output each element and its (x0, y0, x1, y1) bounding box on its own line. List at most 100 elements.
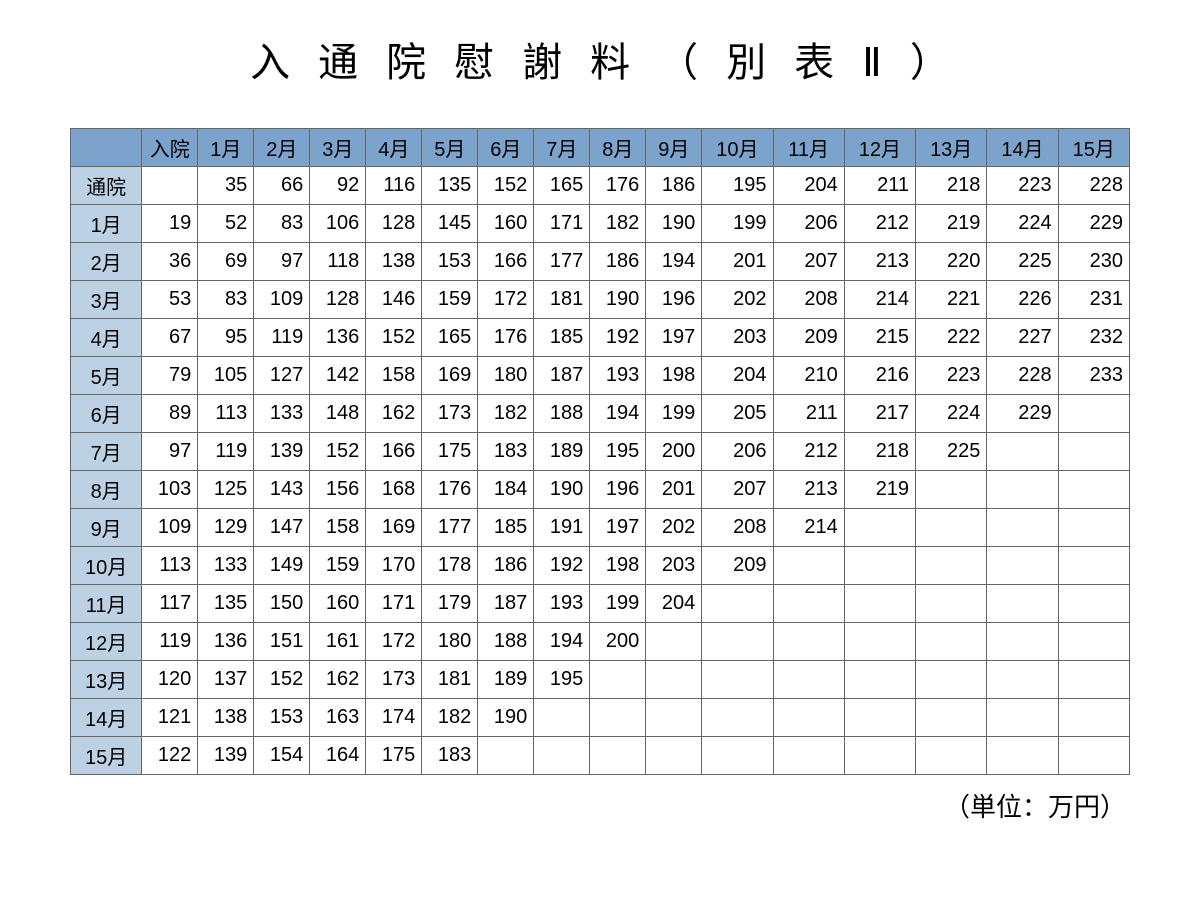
data-cell (773, 737, 844, 775)
data-cell: 196 (646, 281, 702, 319)
data-cell: 219 (844, 471, 915, 509)
data-cell (1058, 433, 1129, 471)
data-cell: 201 (702, 243, 773, 281)
data-cell: 231 (1058, 281, 1129, 319)
data-cell: 120 (142, 661, 198, 699)
data-cell: 224 (987, 205, 1058, 243)
data-cell (773, 623, 844, 661)
row-label: 2月 (71, 243, 142, 281)
data-cell (773, 547, 844, 585)
data-cell (1058, 699, 1129, 737)
table-row: 8月10312514315616817618419019620120721321… (71, 471, 1130, 509)
data-cell (534, 699, 590, 737)
data-cell: 212 (773, 433, 844, 471)
data-cell (1058, 547, 1129, 585)
data-cell: 121 (142, 699, 198, 737)
data-cell: 159 (422, 281, 478, 319)
data-cell: 190 (590, 281, 646, 319)
data-cell: 214 (773, 509, 844, 547)
data-cell: 222 (916, 319, 987, 357)
data-cell (702, 661, 773, 699)
data-cell (646, 661, 702, 699)
table-row: 13月120137152162173181189195 (71, 661, 1130, 699)
data-cell: 233 (1058, 357, 1129, 395)
data-cell: 195 (534, 661, 590, 699)
data-cell: 133 (254, 395, 310, 433)
data-cell: 52 (198, 205, 254, 243)
data-cell: 116 (366, 167, 422, 205)
data-cell: 152 (310, 433, 366, 471)
data-cell: 227 (987, 319, 1058, 357)
data-cell (987, 509, 1058, 547)
data-cell: 165 (534, 167, 590, 205)
data-cell: 187 (478, 585, 534, 623)
data-cell: 205 (702, 395, 773, 433)
data-cell: 138 (198, 699, 254, 737)
table-row: 3月53831091281461591721811901962022082142… (71, 281, 1130, 319)
data-cell (844, 661, 915, 699)
row-label: 3月 (71, 281, 142, 319)
row-label: 7月 (71, 433, 142, 471)
data-cell: 151 (254, 623, 310, 661)
data-cell: 149 (254, 547, 310, 585)
data-cell: 173 (422, 395, 478, 433)
data-cell (844, 737, 915, 775)
data-cell: 164 (310, 737, 366, 775)
data-cell (916, 661, 987, 699)
data-cell: 187 (534, 357, 590, 395)
data-cell (590, 737, 646, 775)
data-cell: 177 (422, 509, 478, 547)
data-cell: 189 (534, 433, 590, 471)
data-cell: 210 (773, 357, 844, 395)
data-cell: 135 (198, 585, 254, 623)
data-cell: 160 (478, 205, 534, 243)
data-cell: 69 (198, 243, 254, 281)
column-header: 1月 (198, 129, 254, 167)
data-cell (646, 623, 702, 661)
column-header: 15月 (1058, 129, 1129, 167)
data-cell (1058, 585, 1129, 623)
data-cell (1058, 623, 1129, 661)
data-cell: 195 (590, 433, 646, 471)
data-cell: 206 (773, 205, 844, 243)
data-cell: 171 (534, 205, 590, 243)
data-cell: 199 (702, 205, 773, 243)
data-cell: 148 (310, 395, 366, 433)
data-cell: 53 (142, 281, 198, 319)
table-row: 12月119136151161172180188194200 (71, 623, 1130, 661)
data-cell: 226 (987, 281, 1058, 319)
column-header: 4月 (366, 129, 422, 167)
data-cell: 208 (702, 509, 773, 547)
data-cell: 176 (590, 167, 646, 205)
data-cell: 183 (478, 433, 534, 471)
data-cell: 198 (646, 357, 702, 395)
data-cell: 188 (534, 395, 590, 433)
data-cell: 223 (987, 167, 1058, 205)
data-cell (844, 585, 915, 623)
data-cell: 182 (478, 395, 534, 433)
data-cell: 172 (366, 623, 422, 661)
data-cell: 199 (590, 585, 646, 623)
data-cell: 66 (254, 167, 310, 205)
data-cell: 142 (310, 357, 366, 395)
data-cell (590, 661, 646, 699)
data-cell: 127 (254, 357, 310, 395)
data-cell: 213 (844, 243, 915, 281)
data-cell: 207 (773, 243, 844, 281)
data-cell: 129 (198, 509, 254, 547)
data-cell (916, 737, 987, 775)
data-cell: 181 (534, 281, 590, 319)
row-label: 14月 (71, 699, 142, 737)
column-header: 9月 (646, 129, 702, 167)
data-cell: 217 (844, 395, 915, 433)
data-cell: 196 (590, 471, 646, 509)
data-cell: 183 (422, 737, 478, 775)
data-cell: 165 (422, 319, 478, 357)
data-cell: 119 (198, 433, 254, 471)
data-cell: 182 (422, 699, 478, 737)
data-cell: 204 (773, 167, 844, 205)
data-cell: 180 (422, 623, 478, 661)
data-cell: 79 (142, 357, 198, 395)
data-cell: 166 (366, 433, 422, 471)
column-header: 8月 (590, 129, 646, 167)
